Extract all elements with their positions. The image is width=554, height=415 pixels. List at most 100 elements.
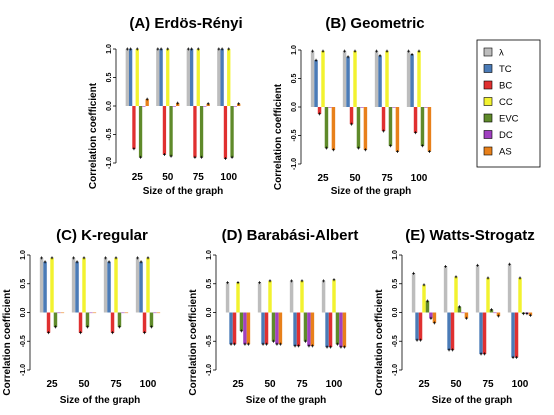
- bar-evc-50: [85, 312, 90, 327]
- bar-evc-50: [169, 106, 173, 157]
- bar-dc-25: [142, 106, 146, 107]
- legend-swatch-cc: [483, 97, 493, 106]
- legend-label-bc: BC: [499, 81, 512, 92]
- bar-as-75: [496, 312, 501, 316]
- bar-evc-100: [335, 312, 340, 345]
- bar-tc-100: [139, 261, 143, 313]
- bar-dc-100: [233, 106, 238, 107]
- bar-as-50: [278, 312, 283, 345]
- bar-as-75: [310, 312, 315, 346]
- bar-as-50: [363, 107, 368, 150]
- x-tick-label: 25: [317, 173, 329, 184]
- bar-bc-100: [223, 106, 228, 159]
- x-axis-label: Size of the graph: [331, 186, 412, 197]
- bar-tc-25: [229, 312, 233, 345]
- bar-dc-75: [203, 106, 207, 107]
- y-tick-label: 0.5: [20, 279, 27, 289]
- y-tick-label: 0.5: [392, 279, 399, 289]
- y-axis-label: Correlation coefficient: [2, 289, 13, 396]
- chart-title: (D) Barabási-Albert: [222, 227, 359, 244]
- legend-swatch-lambda: [483, 47, 493, 57]
- bar-tc-50: [75, 261, 79, 313]
- y-tick-label: -1.0: [106, 157, 113, 169]
- bar-lambda-25: [125, 49, 129, 106]
- bar-tc-100: [220, 49, 224, 106]
- bar-cc-75: [385, 51, 389, 107]
- chart-panel-2: (B) Geometric -1.0 -0.5 0.0 0.5 1.0 Correlatio…: [273, 15, 432, 197]
- y-tick-label: 0.0: [291, 102, 298, 112]
- bar-lambda-50: [342, 51, 347, 107]
- bar-cc-25: [135, 49, 139, 106]
- legend-label-tc: TC: [499, 64, 512, 75]
- x-axis-label: Size of the graph: [60, 395, 141, 406]
- bar-cc-50: [353, 51, 357, 107]
- y-tick-label: 1.0: [20, 250, 27, 260]
- x-tick-label: 50: [349, 173, 361, 184]
- x-tick-label: 50: [78, 379, 90, 390]
- bar-tc-25: [128, 49, 133, 106]
- x-tick-label: 50: [264, 379, 276, 390]
- bar-dc-25: [57, 312, 61, 314]
- bar-tc-75: [479, 312, 483, 354]
- bar-evc-100: [420, 107, 425, 146]
- chart-panel-5: (E) Watts-Strogatz -1.0 -0.5 0.0 0.5 1.0 Corre…: [374, 227, 535, 406]
- x-tick-label: 50: [450, 379, 462, 390]
- x-tick-label: 25: [46, 379, 58, 390]
- bar-as-50: [92, 312, 97, 314]
- bar-bc-75: [193, 106, 197, 158]
- bar-dc-50: [172, 106, 177, 107]
- y-axis-label: Correlation coefficient: [88, 82, 99, 189]
- bar-evc-100: [230, 106, 234, 158]
- x-tick-label: 75: [381, 173, 393, 184]
- bar-as-25: [145, 99, 149, 106]
- bar-lambda-50: [443, 266, 448, 313]
- bar-bc-100: [413, 107, 418, 133]
- bar-lambda-25: [310, 51, 315, 107]
- legend-swatch-evc: [483, 113, 493, 123]
- y-tick-label: -1.0: [291, 158, 298, 170]
- x-axis-label: Size of the graph: [246, 395, 327, 406]
- bar-cc-75: [196, 49, 200, 106]
- bar-dc-100: [339, 312, 343, 347]
- x-tick-label: 100: [140, 379, 157, 390]
- bar-cc-100: [227, 49, 231, 106]
- legend-swatch-tc: [483, 64, 493, 73]
- bar-dc-100: [153, 312, 157, 314]
- bar-bc-100: [142, 312, 147, 333]
- bar-cc-25: [50, 257, 54, 313]
- bar-bc-75: [381, 107, 386, 131]
- bar-evc-50: [271, 312, 276, 342]
- bar-tc-100: [410, 54, 414, 107]
- legend-swatch-bc: [483, 80, 493, 90]
- bar-lambda-25: [225, 282, 230, 313]
- y-tick-label: 0.0: [206, 308, 213, 318]
- y-tick-label: -0.5: [206, 335, 213, 347]
- bar-evc-25: [53, 312, 58, 327]
- bar-tc-50: [346, 56, 350, 107]
- legend-swatch-as: [483, 146, 493, 156]
- bar-bc-25: [132, 106, 136, 149]
- bar-cc-25: [422, 284, 426, 313]
- bar-as-75: [124, 312, 129, 314]
- legend-swatch-dc: [483, 130, 493, 139]
- chart-panel-3: (C) K-regular -1.0 -0.5 0.0 0.5 1.0 Correlatio…: [2, 227, 161, 406]
- chart-panel-4: (D) Barabási-Albert -1.0 -0.5 0.0 0.5 1.0 Corr…: [188, 227, 358, 406]
- bar-cc-100: [146, 257, 150, 313]
- bar-tc-50: [447, 312, 451, 350]
- bar-as-25: [432, 312, 437, 323]
- x-tick-label: 50: [162, 172, 174, 183]
- y-tick-label: 1.0: [392, 250, 399, 260]
- bar-dc-50: [89, 312, 93, 314]
- bar-lambda-100: [406, 51, 411, 107]
- x-tick-label: 75: [193, 172, 205, 183]
- bar-tc-25: [43, 261, 47, 313]
- legend-label-lambda: λ: [499, 48, 504, 59]
- bar-as-25: [60, 312, 65, 314]
- bar-tc-100: [325, 312, 329, 347]
- bar-as-100: [342, 312, 347, 347]
- chart-panel-1: (A) Erdös-Rényi -1.0 -0.5 0.0 0.5 1.0 Correlat…: [88, 15, 243, 197]
- bar-lambda-100: [135, 257, 140, 313]
- legend-label-cc: CC: [499, 97, 513, 108]
- bar-cc-75: [486, 278, 490, 313]
- bar-lambda-50: [257, 282, 262, 313]
